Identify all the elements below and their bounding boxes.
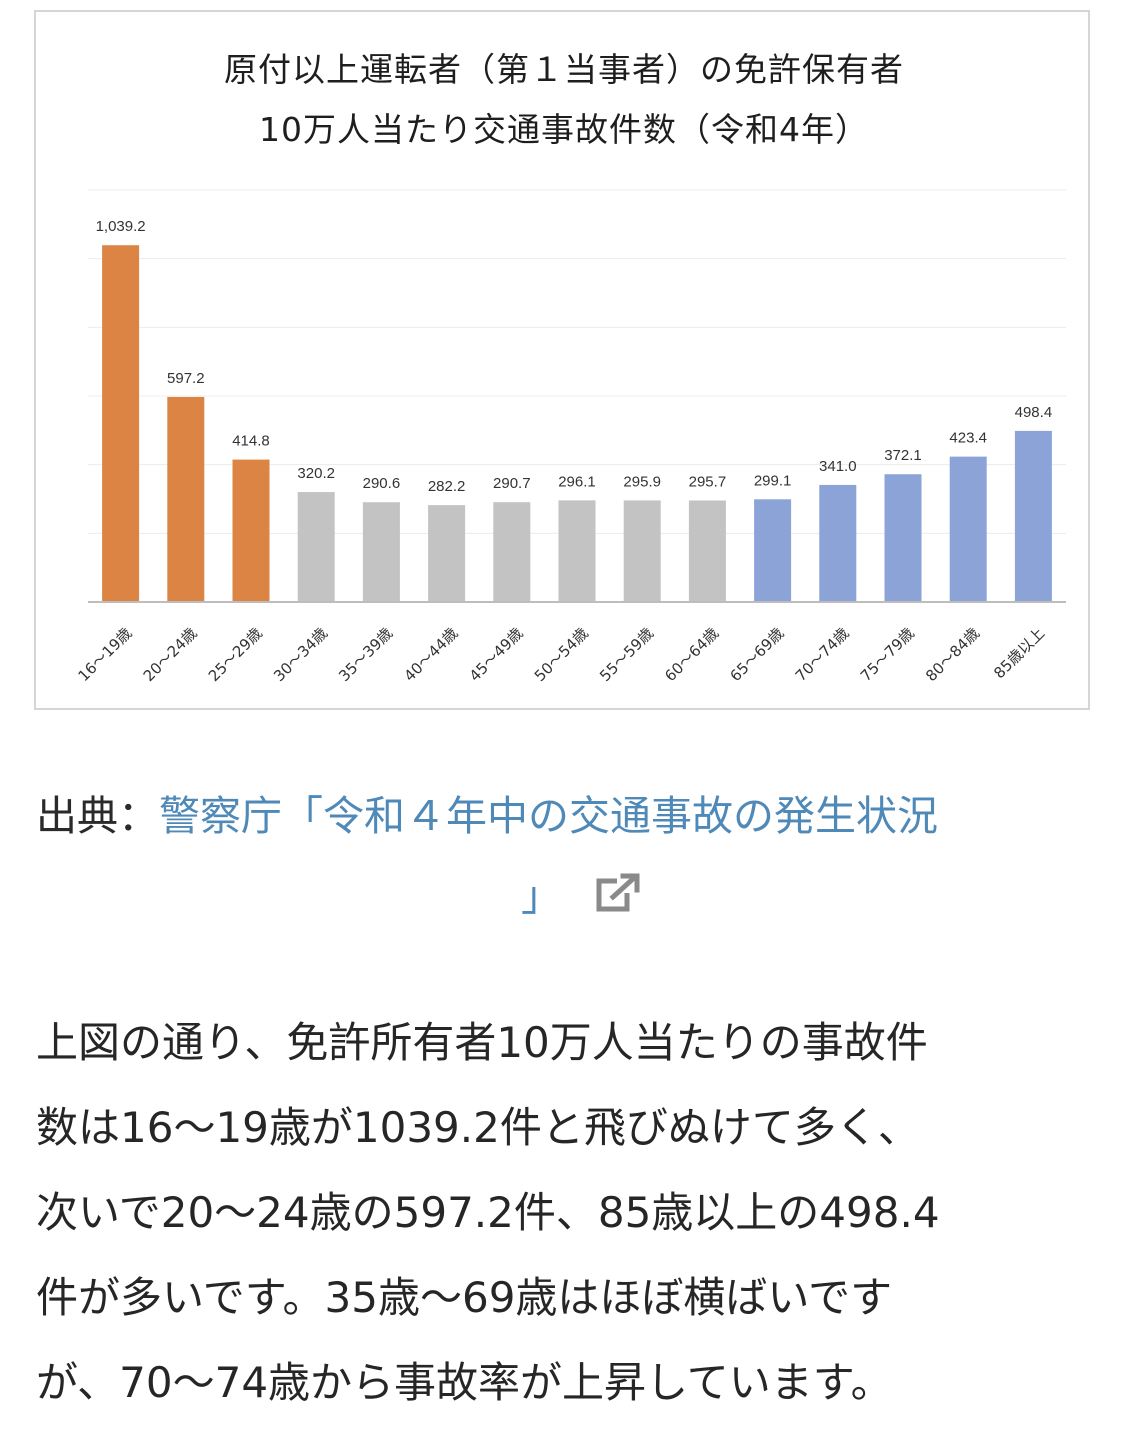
body-line: 上図の通り、免許所有者10万人当たりの事故件 [36, 1018, 928, 1067]
data-label: 296.1 [558, 473, 596, 490]
data-label: 295.7 [689, 473, 727, 490]
bar [558, 500, 596, 602]
x-tick-label: 55～59歳 [596, 624, 657, 685]
chart-subtitle: 10万人当たり交通事故件数（令和4年） [259, 110, 869, 149]
bar [297, 492, 335, 602]
data-label: 414.8 [232, 433, 270, 450]
data-label: 295.9 [623, 473, 661, 490]
source-link[interactable]: 警察庁「令和４年中の交通事故の発生状況 [159, 792, 938, 840]
data-label: 299.1 [754, 472, 792, 489]
x-tick-label: 25～29歳 [205, 624, 266, 685]
bar [949, 456, 987, 602]
chart-title-block: 原付以上運転者（第１当事者）の免許保有者 10万人当たり交通事故件数（令和4年） [36, 40, 1092, 160]
external-link-icon[interactable] [595, 859, 641, 939]
data-label: 290.7 [493, 475, 531, 492]
x-tick-label: 75～79歳 [857, 624, 918, 685]
x-tick-label: 35～39歳 [335, 624, 396, 685]
bar [102, 245, 140, 602]
data-label: 372.1 [884, 447, 922, 464]
bar [167, 396, 205, 602]
x-tick-label: 16～19歳 [74, 624, 135, 685]
body-line: 数は16～19歳が1039.2件と飛びぬけて多く、 [36, 1103, 920, 1152]
x-tick-label: 30～34歳 [270, 624, 331, 685]
body-paragraph: 上図の通り、免許所有者10万人当たりの事故件 数は16～19歳が1039.2件と… [36, 1000, 1096, 1425]
x-tick-label: 20～24歳 [140, 624, 201, 685]
x-tick-label: 80～84歳 [922, 624, 983, 685]
bar [1014, 430, 1052, 602]
body-line: が、70～74歳から事故率が上昇しています。 [36, 1358, 893, 1407]
bar [362, 502, 400, 602]
bar [884, 474, 922, 602]
bar [232, 459, 270, 602]
bar [623, 500, 661, 602]
data-label: 423.4 [949, 430, 987, 447]
x-tick-label: 60～64歳 [661, 624, 722, 685]
data-label: 290.6 [363, 475, 401, 492]
data-label: 498.4 [1015, 404, 1053, 421]
body-line: 件が多いです。35歳～69歳はほぼ横ばいです [36, 1273, 893, 1322]
source-link-end[interactable]: 」 [520, 872, 562, 920]
bar-chart: 1,039.2 16～19歳 597.2 20～24歳 414.8 25～29歳 320.2… [74, 189, 1066, 685]
data-label: 282.2 [428, 478, 466, 495]
source-line-2: 」 [36, 856, 1125, 939]
source-citation: 出典：警察庁「令和４年中の交通事故の発生状況 」 [36, 776, 1096, 920]
bar [493, 502, 531, 602]
x-tick-label: 45～49歳 [466, 624, 527, 685]
data-label: 341.0 [819, 458, 857, 475]
bar [754, 499, 792, 602]
x-tick-label: 65～69歳 [726, 624, 787, 685]
chart-card: 原付以上運転者（第１当事者）の免許保有者 10万人当たり交通事故件数（令和4年）… [34, 10, 1090, 710]
data-label: 1,039.2 [96, 218, 146, 235]
source-line-1: 出典：警察庁「令和４年中の交通事故の発生状況 [36, 776, 1096, 856]
data-label: 597.2 [167, 370, 205, 387]
x-tick-label: 70～74歳 [792, 624, 853, 685]
bar [428, 505, 466, 602]
x-tick-label: 50～54歳 [531, 624, 592, 685]
chart-title: 原付以上運転者（第１当事者）の免許保有者 [224, 50, 904, 89]
body-line: 次いで20～24歳の597.2件、85歳以上の498.4 [36, 1188, 940, 1237]
bar [819, 484, 857, 602]
data-label: 320.2 [297, 465, 335, 482]
source-prefix: 出典： [36, 792, 159, 840]
x-tick-label: 40～44歳 [400, 624, 461, 685]
x-tick-label: 85歳以上 [990, 624, 1048, 682]
bar [688, 500, 726, 602]
